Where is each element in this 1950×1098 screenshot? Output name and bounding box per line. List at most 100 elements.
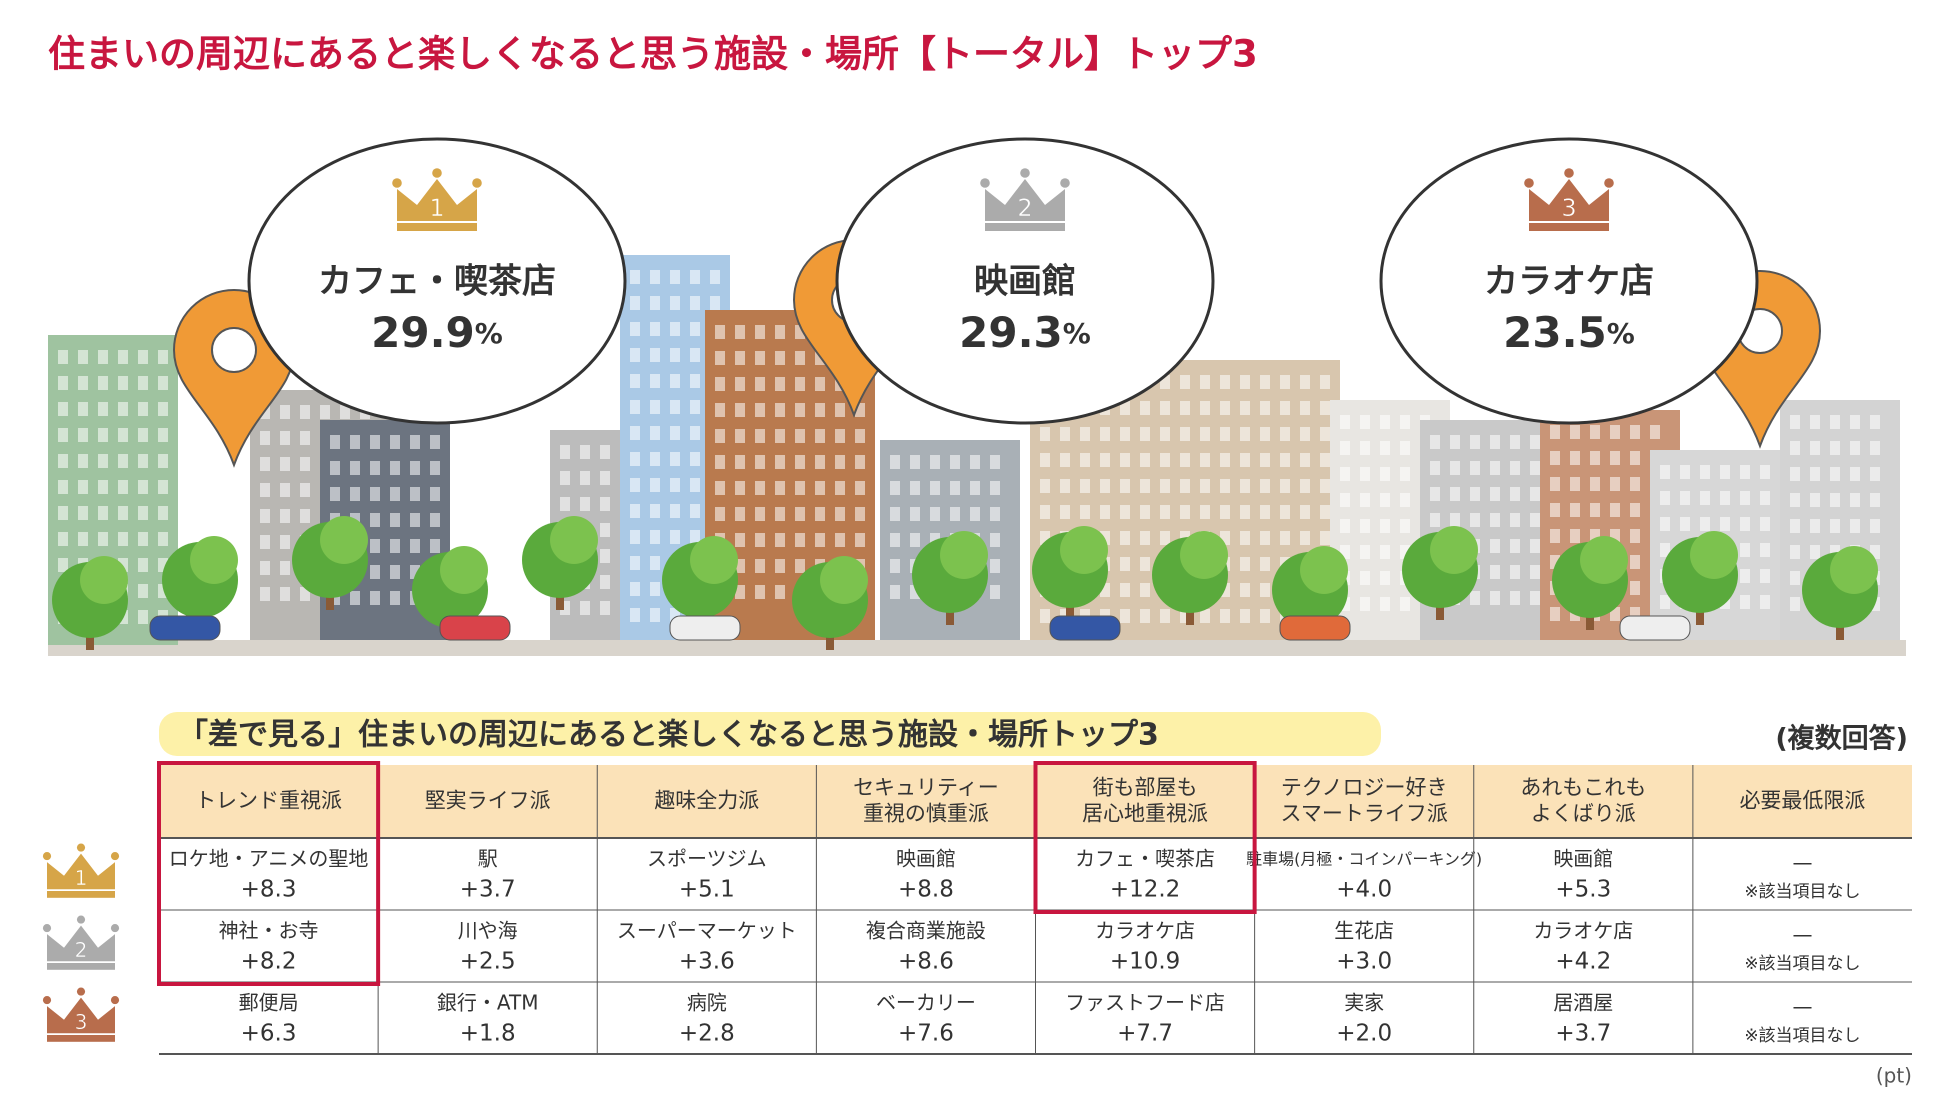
window	[350, 435, 360, 449]
window	[1360, 597, 1370, 611]
window	[990, 455, 1000, 469]
window	[835, 455, 845, 469]
window	[910, 533, 920, 547]
window	[1530, 487, 1540, 501]
window	[580, 471, 590, 485]
top3-unit: %	[1063, 317, 1091, 350]
window	[370, 461, 380, 475]
map-pin-hole	[211, 327, 257, 373]
window	[650, 296, 660, 310]
window	[370, 435, 380, 449]
window	[1630, 503, 1640, 517]
window	[1550, 503, 1560, 517]
window	[710, 296, 720, 310]
window	[158, 584, 168, 598]
window	[430, 487, 440, 501]
window	[1240, 583, 1250, 597]
window	[138, 428, 148, 442]
window	[775, 377, 785, 391]
window	[1470, 435, 1480, 449]
crown-jewel	[1020, 168, 1030, 178]
window	[755, 507, 765, 521]
window	[835, 481, 845, 495]
window	[735, 325, 745, 339]
window	[670, 400, 680, 414]
window	[330, 591, 340, 605]
window	[1200, 453, 1210, 467]
window	[1180, 609, 1190, 623]
window	[430, 461, 440, 475]
window	[580, 497, 590, 511]
window	[1530, 435, 1540, 449]
window	[370, 591, 380, 605]
crown-rank: 3	[75, 1010, 88, 1034]
window	[1120, 453, 1130, 467]
window	[855, 455, 865, 469]
window	[1610, 477, 1620, 491]
window	[1100, 531, 1110, 545]
window	[775, 481, 785, 495]
cell-diff: +3.6	[679, 949, 735, 975]
crown-rank: 2	[1017, 194, 1032, 222]
crown-band	[985, 223, 1065, 231]
window	[1550, 451, 1560, 465]
table-note: (複数回答)	[1775, 723, 1908, 755]
window	[1120, 479, 1130, 493]
window	[138, 376, 148, 390]
cell-diff: +4.0	[1336, 877, 1392, 903]
window	[1870, 545, 1880, 559]
window	[600, 445, 610, 459]
window	[1680, 491, 1690, 505]
window	[690, 400, 700, 414]
window	[1430, 487, 1440, 501]
cell-diff: +3.7	[460, 877, 516, 903]
window	[755, 585, 765, 599]
window	[910, 481, 920, 495]
window	[1790, 571, 1800, 585]
window	[1810, 519, 1820, 533]
cell-item: 映画館	[896, 847, 956, 871]
cell-item: スポーツジム	[647, 847, 767, 871]
window	[280, 509, 290, 523]
crown-rank: 3	[1561, 194, 1576, 222]
window	[950, 455, 960, 469]
window	[755, 429, 765, 443]
crown-jewel	[76, 987, 86, 996]
window	[1360, 519, 1370, 533]
window	[670, 322, 680, 336]
window	[1180, 479, 1190, 493]
window	[650, 530, 660, 544]
window	[260, 587, 270, 601]
window	[1530, 591, 1540, 605]
window	[158, 558, 168, 572]
window	[815, 455, 825, 469]
crown-jewel	[1604, 178, 1614, 188]
window	[630, 296, 640, 310]
window	[118, 350, 128, 364]
window	[280, 457, 290, 471]
column-header: あれもこれも	[1520, 776, 1646, 800]
window	[775, 403, 785, 417]
window	[1570, 477, 1580, 491]
window	[690, 296, 700, 310]
column-header: テクノロジー好き	[1281, 776, 1448, 800]
window	[1040, 505, 1050, 519]
window	[1200, 375, 1210, 389]
window	[1450, 461, 1460, 475]
column-header: 堅実ライフ派	[425, 789, 551, 813]
window	[1320, 505, 1330, 519]
window	[1870, 415, 1880, 429]
window	[1100, 583, 1110, 597]
window	[370, 539, 380, 553]
window	[1570, 529, 1580, 543]
car	[669, 615, 741, 641]
window	[1240, 427, 1250, 441]
window	[1160, 427, 1170, 441]
window	[1700, 491, 1710, 505]
window	[1610, 451, 1620, 465]
column-header: スマートライフ派	[1281, 802, 1448, 826]
window	[280, 587, 290, 601]
window	[1740, 517, 1750, 531]
window	[390, 539, 400, 553]
tree	[320, 516, 368, 564]
